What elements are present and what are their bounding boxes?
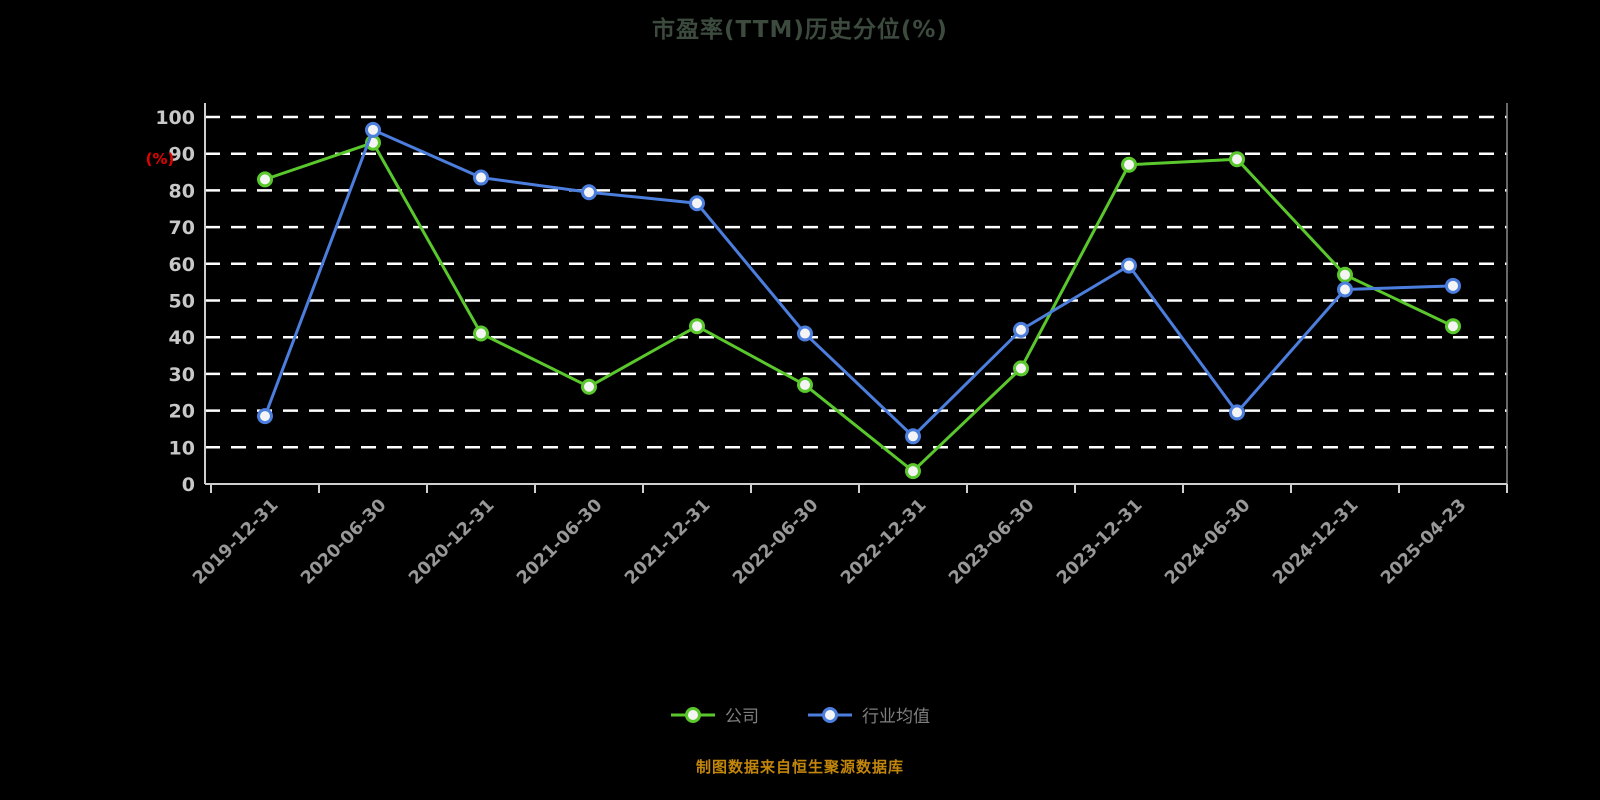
legend-label-industry-average: 行业均值 [862,707,930,727]
chart-title: 市盈率(TTM)历史分位(%) [652,17,948,43]
svg-text:10: 10 [169,437,195,459]
legend-marker-industry-icon [808,706,852,723]
svg-text:2021-06-30: 2021-06-30 [513,495,606,588]
legend-item-company: 公司 [670,702,759,727]
svg-text:80: 80 [169,180,195,202]
svg-text:0: 0 [182,474,195,496]
data-source-note: 制图数据来自恒生聚源数据库 [695,758,904,776]
legend-label-company: 公司 [725,707,759,727]
svg-text:20: 20 [169,401,195,423]
svg-text:2022-06-30: 2022-06-30 [729,495,822,588]
svg-text:2022-12-31: 2022-12-31 [837,495,930,588]
svg-text:2023-06-30: 2023-06-30 [945,495,1038,588]
legend-marker-company-icon [671,706,715,723]
svg-text:2019-12-31: 2019-12-31 [189,495,282,588]
svg-text:2020-12-31: 2020-12-31 [405,495,498,588]
svg-text:60: 60 [169,254,195,276]
svg-text:70: 70 [169,217,195,239]
svg-text:2023-12-31: 2023-12-31 [1053,495,1146,588]
svg-text:2021-12-31: 2021-12-31 [621,495,714,588]
svg-text:2024-12-31: 2024-12-31 [1269,495,1362,588]
svg-text:2025-04-23: 2025-04-23 [1377,495,1470,588]
svg-text:(%): (%) [146,150,175,168]
svg-text:50: 50 [169,291,195,313]
svg-text:40: 40 [169,327,195,349]
chart-legend: 公司 行业均值 [0,702,1600,727]
svg-text:100: 100 [155,107,195,129]
svg-text:2020-06-30: 2020-06-30 [297,495,390,588]
svg-text:30: 30 [169,364,195,386]
legend-item-industry-average: 行业均值 [807,702,930,727]
svg-text:90: 90 [169,144,195,166]
svg-text:2024-06-30: 2024-06-30 [1161,495,1254,588]
